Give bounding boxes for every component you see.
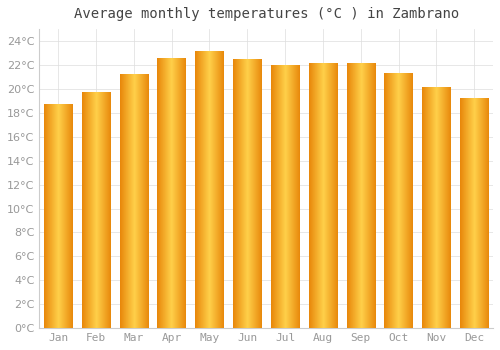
- Title: Average monthly temperatures (°C ) in Zambrano: Average monthly temperatures (°C ) in Za…: [74, 7, 459, 21]
- Bar: [308, 64, 337, 328]
- Bar: [460, 98, 488, 328]
- Bar: [422, 88, 450, 328]
- Bar: [384, 74, 412, 328]
- Bar: [158, 59, 186, 328]
- Bar: [233, 60, 262, 328]
- Bar: [271, 66, 300, 328]
- Bar: [44, 104, 72, 328]
- Bar: [196, 52, 224, 328]
- Bar: [346, 64, 375, 328]
- Bar: [120, 75, 148, 328]
- Bar: [82, 92, 110, 328]
